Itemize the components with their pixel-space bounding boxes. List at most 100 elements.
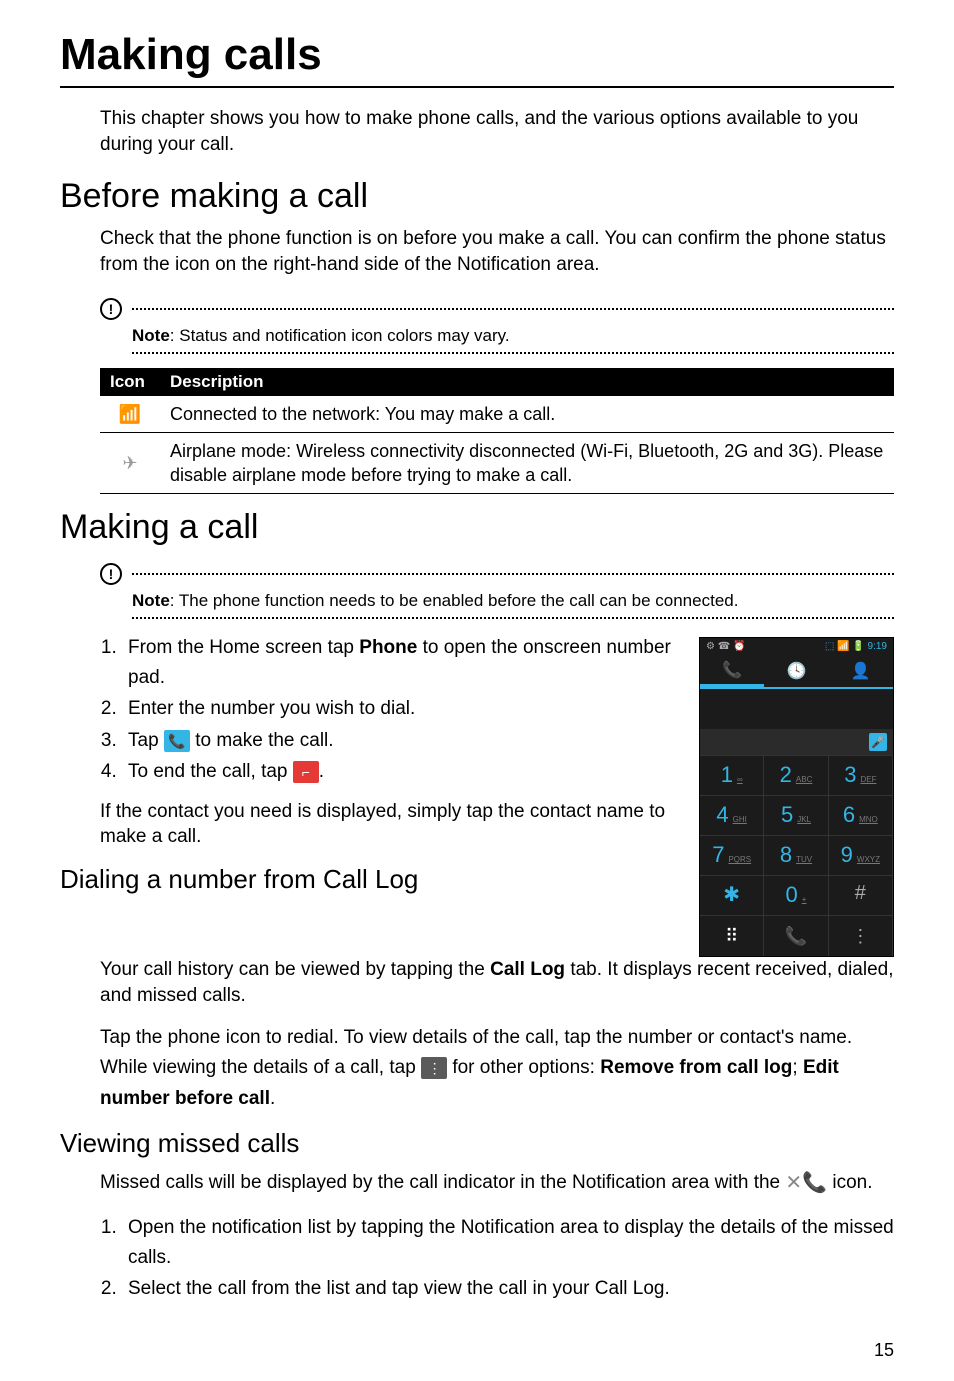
missed-p1: Missed calls will be displayed by the ca… [100, 1167, 894, 1199]
note-before: ! Note: Status and notification icon col… [100, 292, 894, 354]
text: ; [792, 1057, 803, 1078]
bold: Remove from call log [600, 1057, 792, 1078]
table-row: 📶 Connected to the network: You may make… [100, 396, 894, 433]
key-6[interactable]: 6 MNO [829, 795, 893, 835]
heading-calllog: Dialing a number from Call Log [60, 864, 685, 895]
key-digit: 3 [844, 762, 856, 788]
note-dotted-top [132, 573, 894, 575]
heading-missed: Viewing missed calls [60, 1128, 894, 1159]
key-digit: 8 [780, 842, 792, 868]
status-right: ⬚ 📶 🔋 9:19 [825, 641, 887, 652]
key-digit: 1 [721, 762, 733, 788]
note-body: : The phone function needs to be enabled… [170, 591, 739, 610]
row-desc: Airplane mode: Wireless connectivity dis… [160, 432, 894, 494]
step-text: to make the call. [190, 730, 334, 751]
missed-call-icon: ✕📞 [785, 1172, 827, 1194]
key-sub: ∞ [737, 775, 743, 784]
step-bold: Phone [359, 637, 417, 658]
key-7[interactable]: 7 PQRS [700, 835, 764, 875]
call-button[interactable]: 📞 [764, 916, 828, 956]
table-header-icon: Icon [100, 368, 160, 396]
text: for other options: [447, 1057, 600, 1078]
key-1[interactable]: 1∞ [700, 755, 764, 795]
overflow-icon: ⋮ [421, 1057, 447, 1079]
step-text: From the Home screen tap [128, 637, 359, 658]
list-item: Select the call from the list and tap vi… [122, 1274, 894, 1303]
note-prefix: Note [132, 591, 170, 610]
icon-table: Icon Description 📶 Connected to the netw… [100, 368, 894, 495]
key-5[interactable]: 5 JKL [764, 795, 828, 835]
key-0[interactable]: 0+ [764, 875, 828, 915]
text: Your call history can be viewed by tappi… [100, 959, 490, 980]
table-row: ✈ Airplane mode: Wireless connectivity d… [100, 432, 894, 494]
number-display[interactable] [700, 689, 893, 729]
list-item: Tap 📞 to make the call. [122, 726, 685, 755]
signal-icon: 📶 [100, 396, 160, 433]
key-2[interactable]: 2 ABC [764, 755, 828, 795]
note-icon: ! [100, 563, 122, 585]
note-prefix: Note [132, 326, 170, 345]
key-4[interactable]: 4 GHI [700, 795, 764, 835]
key-sub: ABC [796, 775, 812, 784]
table-header-desc: Description [160, 368, 894, 396]
key-digit: 6 [843, 802, 855, 828]
overflow-icon[interactable]: ⋮ [829, 916, 893, 956]
note-dotted-bottom [132, 617, 894, 619]
key-8[interactable]: 8 TUV [764, 835, 828, 875]
key-digit: 4 [716, 802, 728, 828]
list-item: To end the call, tap ⌐. [122, 757, 685, 786]
end-call-icon: ⌐ [293, 761, 319, 783]
grid-icon[interactable]: ⠿ [700, 916, 764, 956]
text: . [270, 1088, 275, 1109]
row-desc: Connected to the network: You may make a… [160, 396, 894, 433]
bold: Call Log [490, 959, 565, 980]
phone-tabs: 📞 🕓 👤 [700, 655, 893, 689]
key-9[interactable]: 9WXYZ [829, 835, 893, 875]
note-making: ! Note: The phone function needs to be e… [100, 557, 894, 619]
key-3[interactable]: 3 DEF [829, 755, 893, 795]
key-star[interactable]: ✱ [700, 875, 764, 915]
key-sub: MNO [859, 815, 878, 824]
text: icon. [827, 1172, 872, 1193]
mic-icon[interactable]: 🎤 [869, 733, 887, 751]
list-item: Open the notification list by tapping th… [122, 1213, 894, 1272]
search-strip: 🎤 [700, 729, 893, 755]
key-sub: PQRS [728, 855, 751, 864]
tab-dialer[interactable]: 📞 [700, 655, 764, 687]
key-sub: GHI [733, 815, 747, 824]
key-sub: DEF [860, 775, 876, 784]
key-sub: WXYZ [857, 855, 880, 864]
missed-steps: Open the notification list by tapping th… [100, 1213, 894, 1303]
page-title: Making calls [60, 30, 894, 80]
phone-screenshot: ⚙ ☎ ⏰ ⬚ 📶 🔋 9:19 📞 🕓 👤 🎤 1∞ 2ABC 3DEF 4G… [699, 637, 894, 957]
key-digit: 5 [781, 802, 793, 828]
tab-contacts[interactable]: 👤 [829, 655, 893, 687]
calllog-p1: Your call history can be viewed by tappi… [100, 957, 894, 1008]
making-call-steps: From the Home screen tap Phone to open t… [100, 633, 685, 786]
key-digit: 7 [712, 842, 724, 868]
key-hash[interactable]: # [829, 875, 893, 915]
title-underline [60, 86, 894, 88]
before-body: Check that the phone function is on befo… [100, 226, 894, 277]
calllog-p2: Tap the phone icon to redial. To view de… [100, 1023, 894, 1114]
intro-text: This chapter shows you how to make phone… [100, 106, 894, 157]
status-bar: ⚙ ☎ ⏰ ⬚ 📶 🔋 9:19 [700, 638, 893, 655]
heading-before: Before making a call [60, 177, 894, 216]
bottom-row: ⠿ 📞 ⋮ [700, 915, 893, 956]
key-sub: TUV [796, 855, 812, 864]
list-item: Enter the number you wish to dial. [122, 694, 685, 723]
tab-recent[interactable]: 🕓 [764, 655, 828, 687]
note-dotted-top [132, 308, 894, 310]
making-after: If the contact you need is displayed, si… [100, 799, 685, 850]
list-item: From the Home screen tap Phone to open t… [122, 633, 685, 692]
step-text: To end the call, tap [128, 761, 293, 782]
note-icon: ! [100, 298, 122, 320]
call-icon: 📞 [164, 730, 190, 752]
note-text: Note: The phone function needs to be ena… [100, 591, 894, 611]
step-text: Tap [128, 730, 164, 751]
key-digit: 2 [780, 762, 792, 788]
note-text: Note: Status and notification icon color… [100, 326, 894, 346]
heading-making: Making a call [60, 508, 894, 547]
key-digit: 0 [786, 882, 798, 908]
key-sub: JKL [797, 815, 811, 824]
